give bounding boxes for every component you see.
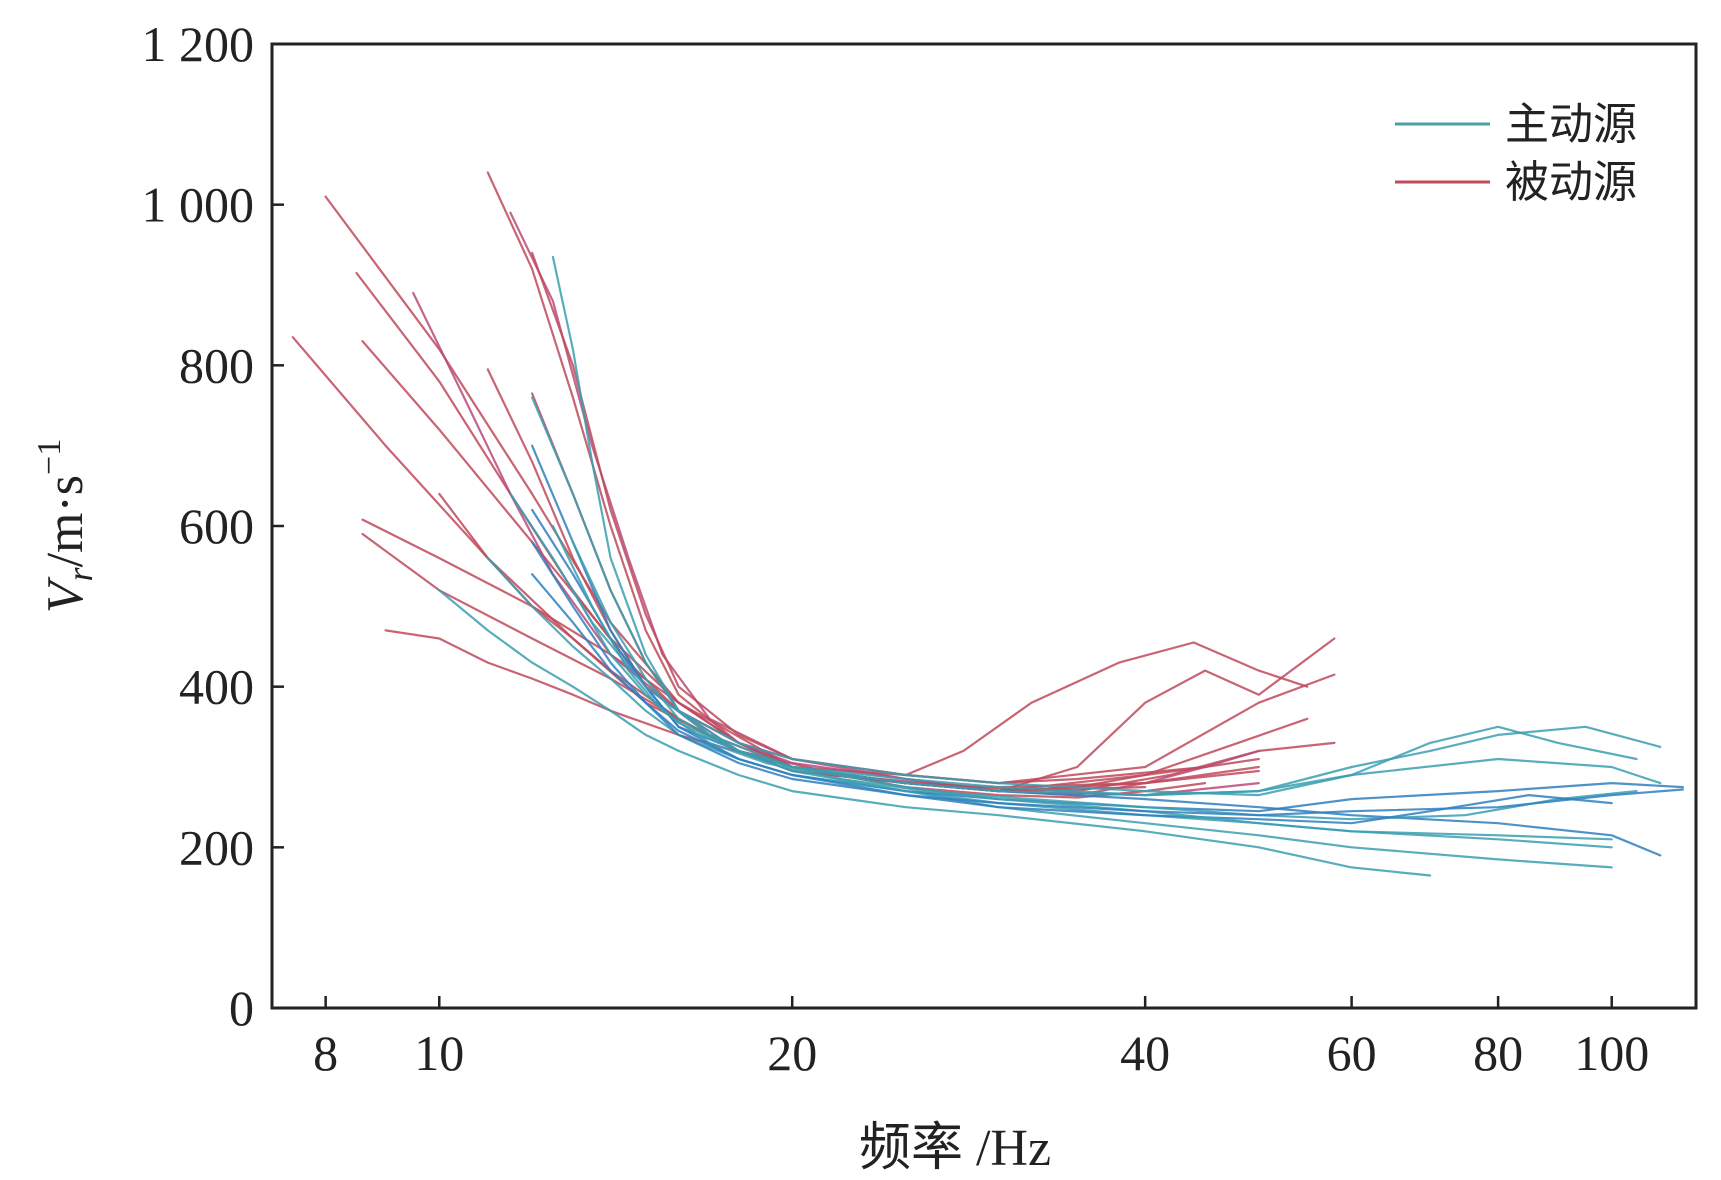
legend-label-active: 主动源 bbox=[1505, 99, 1637, 150]
series-line-0 bbox=[326, 197, 1206, 798]
series-line-5 bbox=[357, 273, 1206, 783]
series-line-18 bbox=[439, 590, 1430, 875]
x-tick-label: 80 bbox=[1473, 1025, 1523, 1081]
y-tick-label: 600 bbox=[179, 498, 254, 554]
y-axis-title-subscript: r bbox=[60, 566, 100, 581]
y-tick-label: 1 200 bbox=[142, 16, 255, 72]
series-layer bbox=[293, 173, 1683, 876]
x-tick-label: 60 bbox=[1327, 1025, 1377, 1081]
x-tick-label: 20 bbox=[767, 1025, 817, 1081]
series-line-12 bbox=[532, 394, 1259, 788]
y-tick-label: 0 bbox=[229, 980, 254, 1036]
y-axis-title-superscript: −1 bbox=[31, 439, 68, 475]
y-axis-title-unit: /m·s bbox=[37, 475, 94, 567]
line-chart: 8 10 20 40 60 80 100 0 200 400 600 800 1 000 1 200 主… bbox=[0, 0, 1721, 1180]
x-tick-label: 10 bbox=[414, 1025, 464, 1081]
legend: 主动源 被动源 bbox=[1395, 99, 1637, 208]
y-tick-label: 1 000 bbox=[142, 177, 255, 233]
series-line-3 bbox=[510, 213, 1258, 795]
x-tick-label: 8 bbox=[313, 1025, 338, 1081]
series-line-9 bbox=[413, 293, 1259, 795]
x-tick-label: 40 bbox=[1120, 1025, 1170, 1081]
x-axis-title: 频率 /Hz bbox=[859, 1120, 1051, 1177]
y-tick-label: 800 bbox=[179, 337, 254, 393]
legend-label-passive: 被动源 bbox=[1505, 157, 1637, 208]
plot-area-frame bbox=[272, 44, 1696, 1008]
x-tick-label: 100 bbox=[1574, 1025, 1649, 1081]
y-tick-label: 200 bbox=[179, 819, 254, 875]
series-line-7 bbox=[363, 520, 1308, 775]
y-tick-label: 400 bbox=[179, 659, 254, 715]
series-line-25 bbox=[532, 542, 1683, 815]
y-axis-ticks: 0 200 400 600 800 1 000 1 200 bbox=[142, 16, 285, 1036]
series-line-6 bbox=[363, 341, 1335, 791]
y-axis-title: Vr/m·s−1 bbox=[31, 439, 100, 613]
series-line-14 bbox=[553, 257, 1612, 847]
series-line-10 bbox=[439, 494, 1145, 791]
series-line-16 bbox=[532, 510, 1683, 811]
series-line-24 bbox=[573, 590, 1660, 795]
